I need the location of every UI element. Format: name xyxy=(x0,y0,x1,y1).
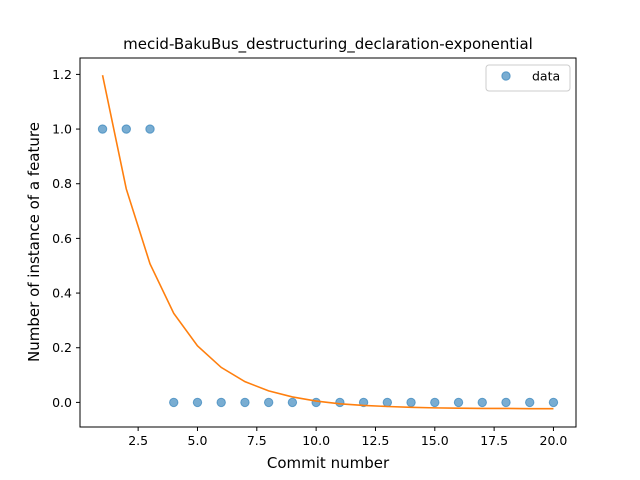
data-point xyxy=(430,397,440,408)
x-tick-label: 2.5 xyxy=(128,433,148,448)
data-point xyxy=(97,124,108,134)
fit-line xyxy=(101,75,554,410)
plot-area xyxy=(97,75,559,410)
data-point xyxy=(169,397,179,408)
data-point xyxy=(501,397,511,408)
data-point xyxy=(382,397,393,408)
data-point xyxy=(406,397,416,408)
data-point xyxy=(548,397,559,408)
data-point xyxy=(311,397,321,408)
x-axis-title: Commit number xyxy=(267,454,390,472)
data-point xyxy=(525,397,535,408)
data-point xyxy=(192,397,203,408)
legend-marker xyxy=(501,71,511,81)
data-point xyxy=(240,397,250,408)
axes-frame xyxy=(79,57,577,428)
x-tick-label: 7.5 xyxy=(247,433,267,448)
y-tick-label: 1.2 xyxy=(52,67,72,82)
data-point xyxy=(145,124,155,134)
data-point xyxy=(287,397,298,408)
y-tick-label: 0.4 xyxy=(52,286,72,301)
y-tick-label: 0.0 xyxy=(52,395,72,410)
data-point xyxy=(216,397,226,408)
x-axis: 2.5 5.0 7.5 10.0 12.5 15.0 17.5 20.0 xyxy=(128,427,567,448)
data-point xyxy=(121,124,131,134)
y-tick-label: 0.6 xyxy=(52,231,72,246)
y-tick-label: 0.2 xyxy=(52,340,72,355)
x-tick-label: 20.0 xyxy=(540,433,568,448)
y-tick-label: 1.0 xyxy=(52,122,72,137)
data-point xyxy=(453,397,464,408)
data-point xyxy=(263,397,274,408)
x-tick-label: 12.5 xyxy=(362,433,390,448)
x-tick-label: 17.5 xyxy=(480,433,508,448)
y-axis: 0.0 0.2 0.4 0.6 0.8 1.0 1.2 xyxy=(52,67,80,410)
y-axis-title: Number of instance of a feature xyxy=(25,122,43,362)
chart-title: mecid-BakuBus_destructuring_declaration-… xyxy=(123,35,533,54)
x-tick-label: 15.0 xyxy=(421,433,449,448)
x-tick-label: 5.0 xyxy=(188,433,208,448)
y-tick-label: 0.8 xyxy=(52,176,72,191)
legend: data xyxy=(485,64,571,92)
data-point xyxy=(477,397,487,408)
legend-label: data xyxy=(532,69,560,84)
x-tick-label: 10.0 xyxy=(302,433,330,448)
data-point xyxy=(335,397,345,408)
